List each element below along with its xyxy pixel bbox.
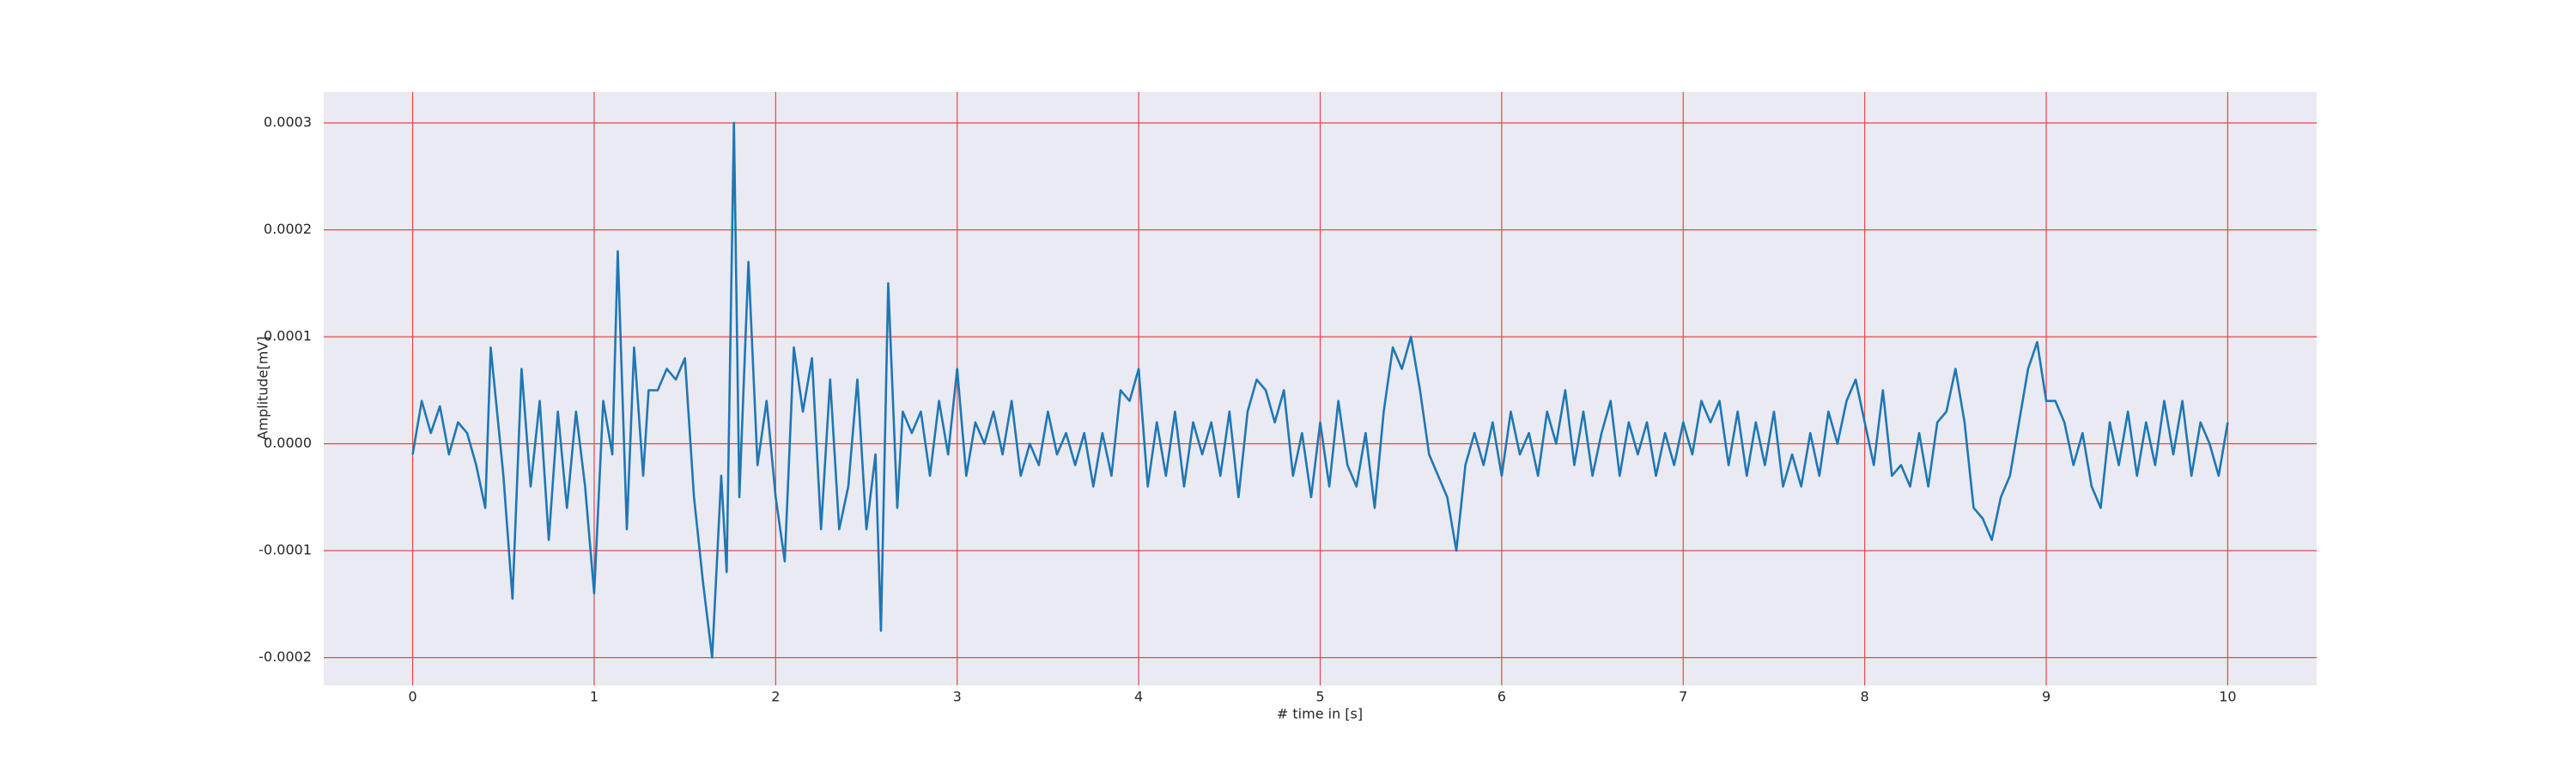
- x-tick-label: 7: [1679, 689, 1687, 705]
- x-tick-label: 10: [2219, 689, 2236, 705]
- signal-line: [411, 121, 2229, 659]
- x-tick-label: 9: [2042, 689, 2050, 705]
- y-tick-label: 0.0002: [264, 221, 312, 237]
- x-tick-label: 6: [1498, 689, 1506, 705]
- x-tick-label: 0: [408, 689, 416, 705]
- labels: -0.0002 -0.0001 0.0000 0.0001 0.0002 0.0003 0 1…: [258, 114, 2236, 705]
- y-tick-label: 0.0001: [264, 328, 312, 344]
- grid: [324, 92, 2317, 685]
- marks: [411, 121, 2229, 659]
- x-axis-label: # time in [s]: [1277, 706, 1363, 722]
- x-tick-label: 8: [1861, 689, 1869, 705]
- y-tick-label: -0.0001: [258, 542, 312, 558]
- y-axis-label: Amplitude[mV]: [255, 336, 271, 440]
- x-tick-label: 5: [1315, 689, 1324, 705]
- y-tick-label: -0.0002: [258, 648, 312, 665]
- y-tick-label: 0.0003: [264, 114, 312, 131]
- x-tick-label: 2: [771, 689, 780, 705]
- y-tick-label: 0.0000: [264, 435, 312, 451]
- x-tick-label: 4: [1134, 689, 1143, 705]
- x-tick-label: 3: [953, 689, 962, 705]
- x-tick-label: 1: [590, 689, 598, 705]
